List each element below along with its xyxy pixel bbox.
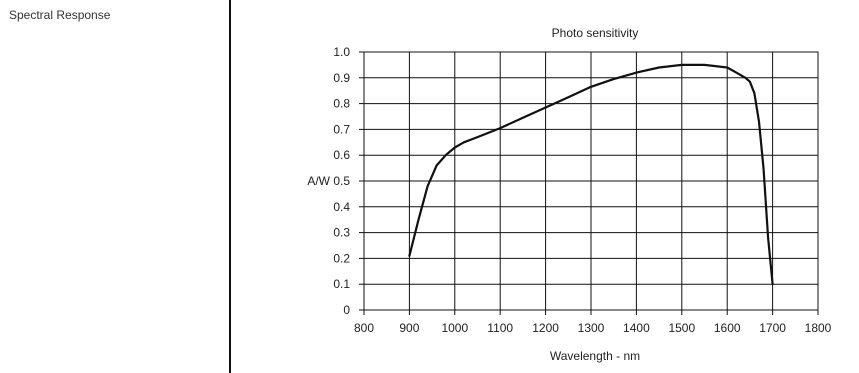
chart-grid	[363, 51, 819, 311]
y-tick-label: 1.0	[333, 45, 350, 59]
y-tick-label: 0	[343, 303, 350, 317]
x-tick-label: 900	[399, 321, 419, 335]
x-tick-label: 800	[354, 321, 374, 335]
x-axis-label: Wavelength - nm	[550, 349, 640, 363]
y-tick-label: 0.7	[333, 122, 350, 136]
sensitivity-curve	[408, 63, 774, 286]
x-tick-label: 1300	[578, 321, 605, 335]
y-tick-label: 0.2	[333, 251, 350, 265]
x-tick-label: 1100	[487, 321, 513, 335]
x-tick-label: 1800	[805, 321, 832, 335]
section-label: Spectral Response	[9, 8, 111, 22]
y-tick-label: 0.1	[333, 277, 350, 291]
y-tick-label: 0.8	[333, 97, 350, 111]
x-tick-label: 1200	[532, 321, 559, 335]
y-tick-label: 0.4	[333, 200, 350, 214]
chart-title: Photo sensitivity	[552, 26, 639, 40]
y-axis-ticks: 0 0.1 0.2 0.3 0.4 0.5 0.6 0.7 0.8 0.9 1.0	[333, 45, 364, 317]
section-divider	[229, 0, 231, 373]
y-tick-label: 0.6	[333, 148, 350, 162]
y-axis-label: A/W	[307, 174, 330, 188]
y-tick-label: 0.5	[333, 174, 350, 188]
y-tick-label: 0.9	[333, 71, 350, 85]
x-tick-label: 1700	[759, 321, 786, 335]
x-tick-label: 1400	[623, 321, 650, 335]
x-tick-label: 1000	[441, 321, 468, 335]
y-tick-label: 0.3	[333, 226, 350, 240]
x-tick-label: 1500	[668, 321, 695, 335]
x-axis-ticks: 800 900 1000 1100 1200 1300 1400 1500 1600 1700 18…	[354, 310, 832, 335]
x-tick-label: 1600	[714, 321, 741, 335]
